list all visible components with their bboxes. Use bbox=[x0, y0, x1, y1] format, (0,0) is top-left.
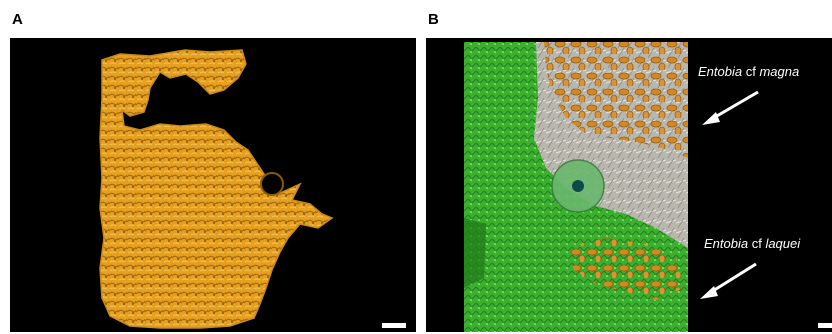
panel-b-scale-bar bbox=[818, 323, 832, 328]
panel-a-label: A bbox=[12, 11, 23, 28]
panel-b-specimen bbox=[464, 42, 688, 332]
annotation-entobia-magna: Entobia cf magna bbox=[698, 64, 800, 79]
panel-a-scale-bar bbox=[382, 323, 406, 328]
panel-b-image: Entobia cf magna Entobia cf laquei bbox=[426, 38, 832, 332]
panel-a-specimen bbox=[99, 49, 334, 329]
panel-b-label: B bbox=[428, 11, 439, 28]
panel-a-image bbox=[10, 38, 416, 332]
annotation-entobia-laquei: Entobia cf laquei bbox=[704, 236, 801, 251]
